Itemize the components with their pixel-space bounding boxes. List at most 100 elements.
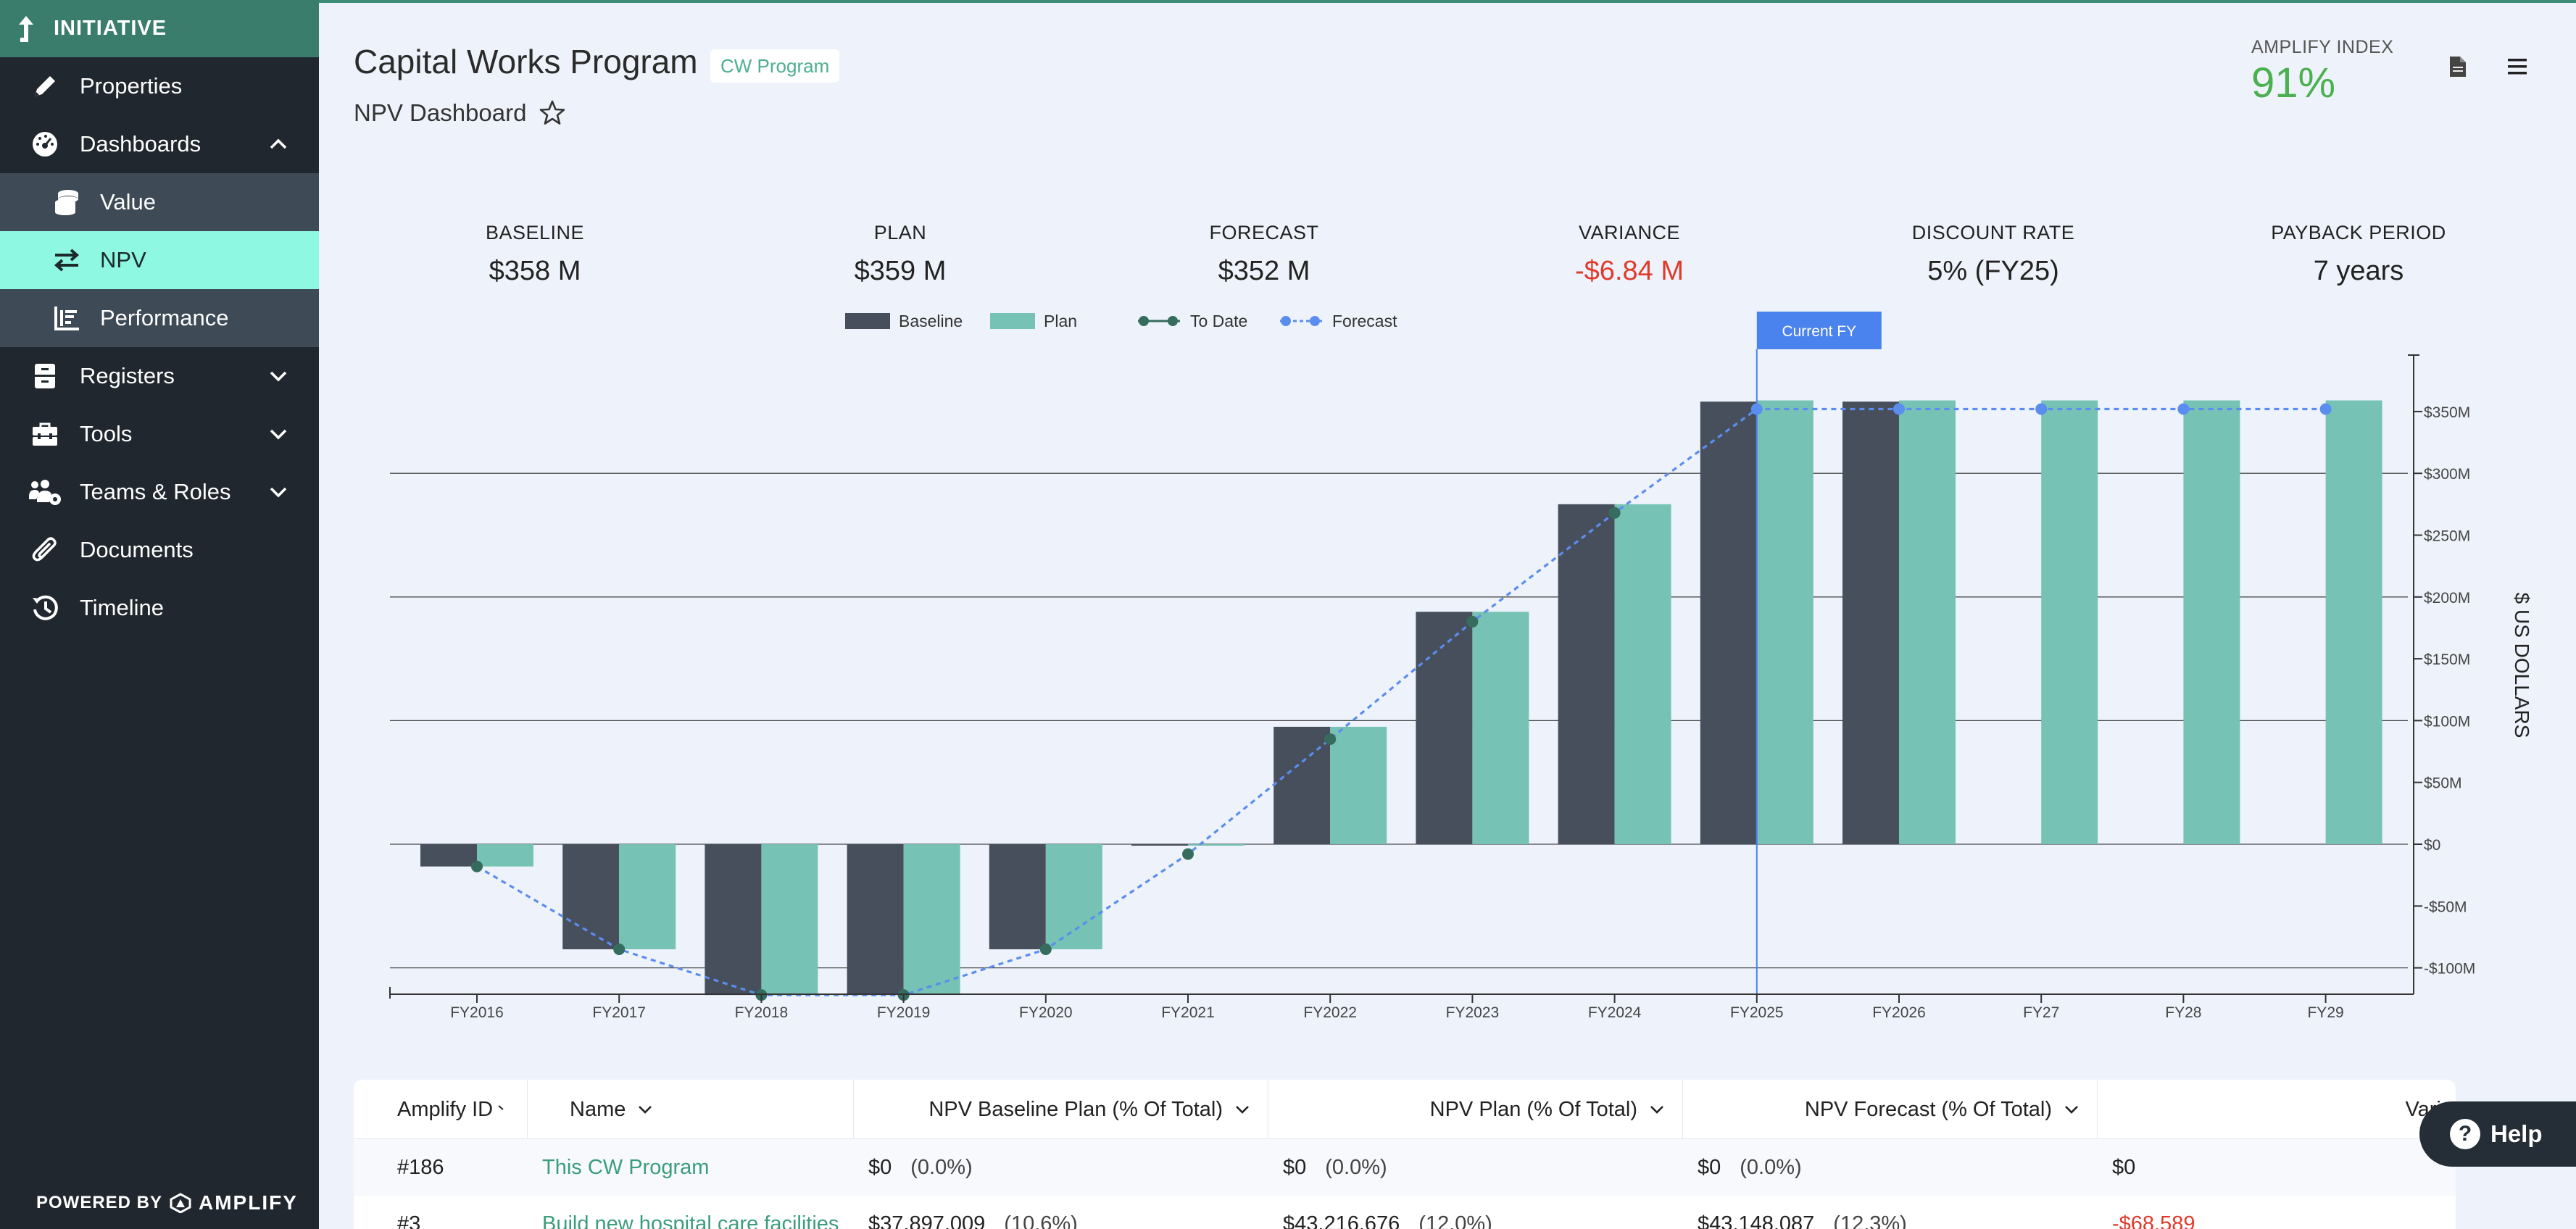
kpi-label: PAYBACK PERIOD: [2271, 222, 2446, 243]
sidebar-item-dashboards[interactable]: Dashboards: [0, 115, 319, 173]
sidebar-item-label: Timeline: [80, 595, 164, 620]
x-tick-label: FY2018: [735, 1004, 789, 1021]
chevron-up-icon[interactable]: [267, 133, 290, 156]
to-date-point: [1324, 733, 1337, 745]
help-button[interactable]: ? Help: [2419, 1101, 2576, 1167]
legend-baseline[interactable]: Baseline: [845, 310, 963, 332]
question-circle-icon: ?: [2450, 1119, 2480, 1149]
cabinet-icon: [28, 359, 62, 393]
kpi-discount-rate: DISCOUNT RATE 5% (FY25): [1885, 222, 2102, 287]
sidebar-item-documents[interactable]: Documents: [0, 521, 319, 579]
chevron-down-icon[interactable]: [267, 480, 290, 504]
sidebar-item-value[interactable]: Value: [0, 173, 319, 231]
plan-bar: [1330, 726, 1387, 844]
kpi-forecast: FORECAST $352 M: [1155, 222, 1373, 287]
cell-name-link[interactable]: This CW Program: [542, 1156, 710, 1179]
sidebar-header[interactable]: INITIATIVE: [0, 0, 319, 57]
baseline-bar: [562, 844, 620, 950]
current-fy-box: [1756, 312, 1882, 349]
chevron-down-icon: [639, 1106, 652, 1114]
baseline-bar: [420, 844, 477, 867]
dashboard-subtitle: NPV Dashboard: [354, 99, 527, 126]
cell-id: #3: [397, 1212, 421, 1229]
cell-variance: -$68,589: [2112, 1212, 2195, 1229]
kpi-label: BASELINE: [485, 222, 585, 243]
baseline-bar: [1700, 401, 1757, 844]
bar-chart-icon: [49, 301, 84, 336]
cell-name-link[interactable]: Build new hospital care facilities: [542, 1212, 839, 1229]
pdf-document-icon[interactable]: [2448, 55, 2467, 78]
y-tick-label: -$100M: [2424, 961, 2475, 978]
cell-npv-plan: $0 (0.0%): [1283, 1156, 1387, 1179]
plan-bar: [477, 844, 533, 867]
amplify-brand: AMPLIFY: [199, 1191, 298, 1214]
to-date-point: [1182, 848, 1194, 860]
baseline-bar: [1416, 612, 1473, 844]
paperclip-icon: [28, 533, 62, 567]
plan-bar: [903, 844, 960, 996]
column-header-npv-forecast[interactable]: NPV Forecast (% Of Total): [1683, 1080, 2098, 1139]
toolbox-icon: [28, 417, 62, 451]
x-tick-label: FY28: [2165, 1004, 2201, 1021]
history-icon: [28, 591, 62, 625]
forecast-point: [2319, 403, 2332, 415]
level-up-arrow-icon: [12, 12, 41, 46]
hamburger-menu-icon[interactable]: [2506, 57, 2528, 77]
baseline-bar: [989, 844, 1046, 950]
x-tick-label: FY27: [2023, 1004, 2059, 1021]
plan-bar: [2041, 400, 2098, 844]
kpi-label: VARIANCE: [1578, 222, 1681, 243]
tachometer-icon: [28, 127, 62, 162]
plan-bar: [2325, 400, 2382, 844]
x-tick-label: FY29: [2307, 1004, 2343, 1021]
x-tick-label: FY2016: [450, 1004, 504, 1021]
exchange-arrows-icon: [49, 243, 84, 278]
y-tick-label: $350M: [2424, 404, 2470, 421]
x-tick-label: FY2025: [1730, 1004, 1784, 1021]
npv-chart: Current FY FY2016 FY2017 FY2018 FY2019 FY2020…: [389, 312, 2533, 1021]
legend-forecast[interactable]: Forecast: [1279, 310, 1397, 332]
sidebar-item-tools[interactable]: Tools: [0, 405, 319, 463]
column-header-npv-baseline[interactable]: NPV Baseline Plan (% Of Total): [854, 1080, 1268, 1139]
to-date-point: [471, 860, 483, 872]
sidebar-item-npv[interactable]: NPV: [0, 231, 319, 289]
to-date-point: [1466, 615, 1479, 628]
kpi-label: DISCOUNT RATE: [1911, 222, 2075, 243]
y-axis-title: $ US DOLLARS: [2511, 593, 2533, 738]
chevron-down-icon: [1650, 1106, 1663, 1114]
chevron-down-icon[interactable]: [267, 364, 290, 388]
forecast-point: [1750, 403, 1763, 415]
sidebar-item-performance[interactable]: Performance: [0, 289, 319, 347]
kpi-value: 5% (FY25): [1927, 256, 2059, 286]
amplify-index-value: 91%: [2251, 59, 2336, 107]
sidebar-item-teams-roles[interactable]: Teams & Roles: [0, 463, 319, 521]
x-tick-label: FY2024: [1588, 1004, 1642, 1021]
legend-label: Forecast: [1332, 311, 1397, 330]
legend-to-date[interactable]: To Date: [1137, 310, 1247, 332]
powered-by-label: POWERED BY: [36, 1193, 163, 1212]
column-header-npv-plan[interactable]: NPV Plan (% Of Total): [1268, 1080, 1683, 1139]
plan-bar: [1188, 844, 1245, 846]
column-header-name[interactable]: Name: [528, 1080, 854, 1139]
kpi-value: 7 years: [2313, 256, 2404, 286]
legend-plan[interactable]: Plan: [990, 310, 1077, 332]
chevron-down-icon[interactable]: [267, 422, 290, 446]
sidebar-item-properties[interactable]: Properties: [0, 57, 319, 115]
column-header-amplify-id[interactable]: Amplify ID: [354, 1080, 528, 1139]
forecast-point: [2035, 403, 2048, 415]
plan-bar: [1756, 400, 1813, 844]
cell-variance: $0: [2112, 1156, 2136, 1179]
sidebar-item-registers[interactable]: Registers: [0, 347, 319, 405]
sidebar-item-label: Value: [100, 189, 156, 214]
amplify-logo-icon: [170, 1193, 191, 1213]
amplify-index-label: AMPLIFY INDEX: [2251, 37, 2394, 57]
table-row[interactable]: #3 Build new hospital care facilities $3…: [354, 1196, 2456, 1229]
table-row[interactable]: #186 This CW Program $0 (0.0%) $0 (0.0%) $…: [354, 1139, 2456, 1196]
plan-bar: [1472, 612, 1529, 844]
column-header-variance[interactable]: Varia: [2098, 1080, 2456, 1139]
sidebar-item-timeline[interactable]: Timeline: [0, 579, 319, 637]
sidebar-item-label: Performance: [100, 305, 229, 330]
column-header-label: NPV Plan (% Of Total): [1429, 1097, 1637, 1121]
sidebar-item-label: Registers: [80, 363, 175, 388]
star-icon[interactable]: [538, 99, 567, 128]
